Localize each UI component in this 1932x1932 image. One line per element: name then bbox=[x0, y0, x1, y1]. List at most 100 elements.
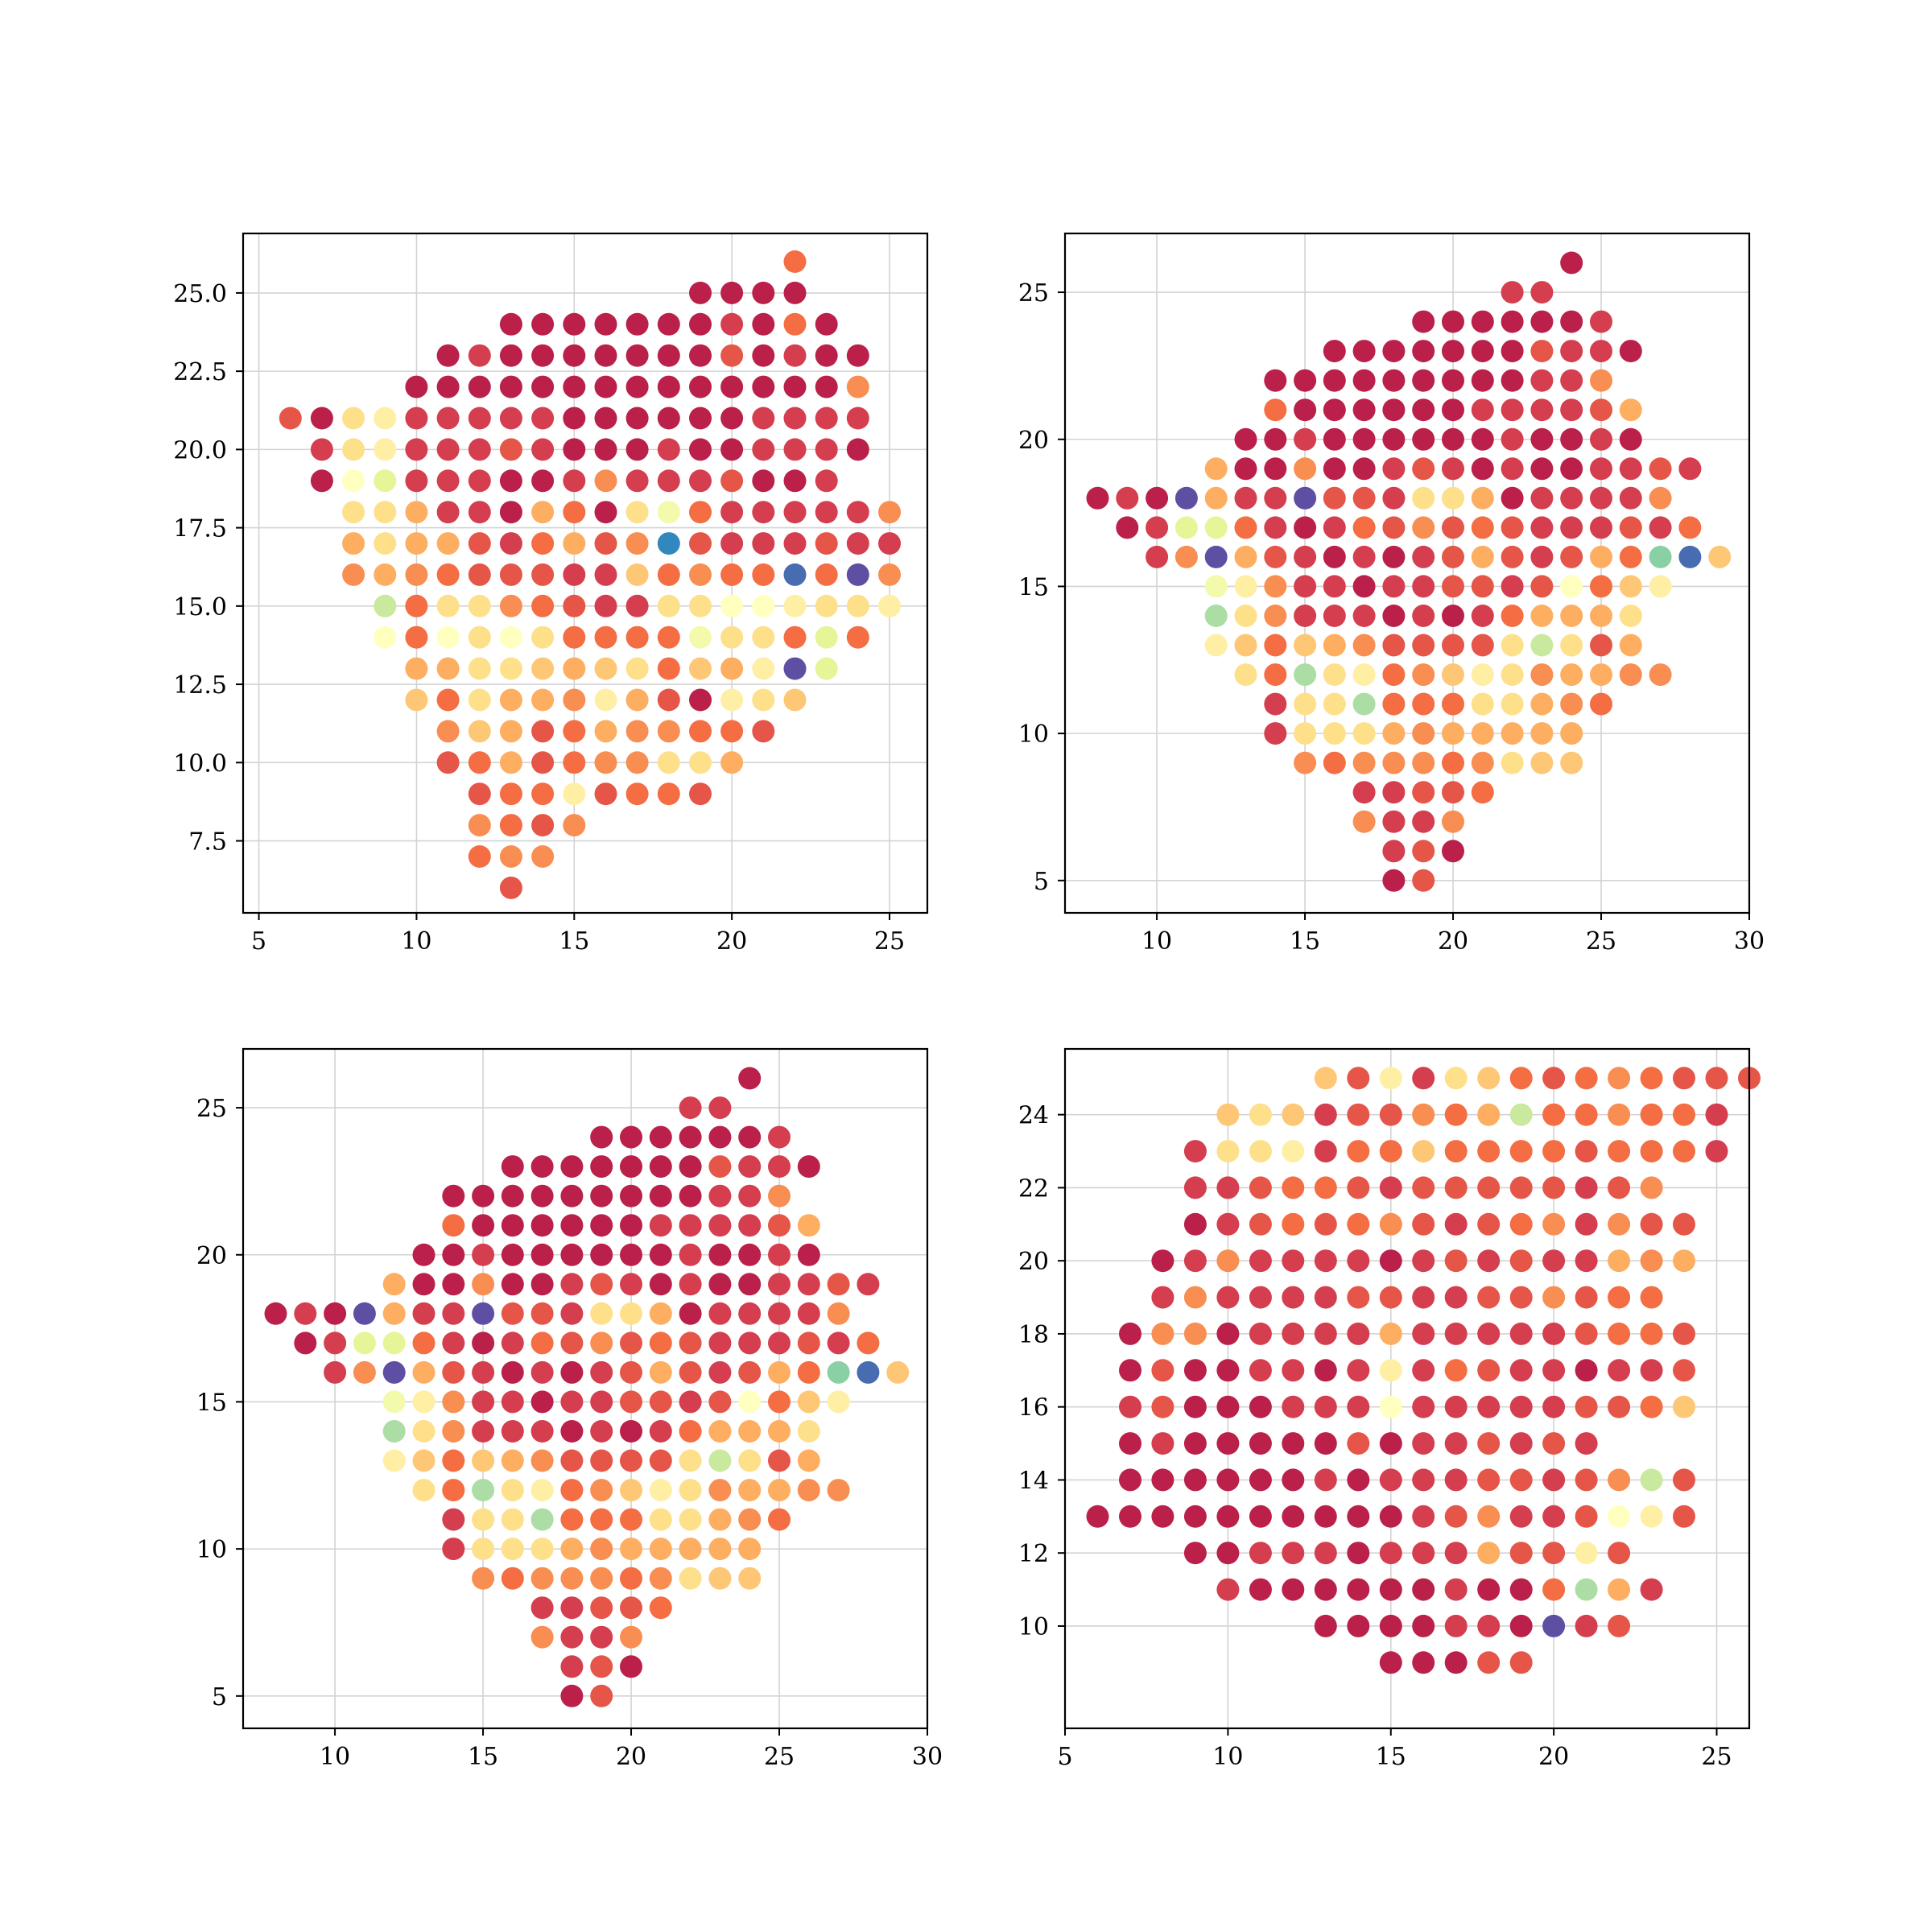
axes-frame bbox=[242, 232, 929, 914]
scatter-point bbox=[382, 1420, 406, 1443]
scatter-point bbox=[1608, 1614, 1631, 1637]
scatter-point bbox=[1477, 1359, 1501, 1382]
scatter-point bbox=[1477, 1140, 1501, 1163]
scatter-point bbox=[679, 1331, 702, 1355]
y-tick-label: 18 bbox=[1018, 1321, 1049, 1349]
scatter-point bbox=[1673, 1212, 1695, 1236]
scatter-point bbox=[1382, 605, 1406, 627]
scatter-point bbox=[1509, 1542, 1533, 1565]
scatter-point bbox=[620, 1331, 642, 1355]
scatter-point bbox=[797, 1449, 820, 1472]
scatter-point bbox=[720, 407, 744, 430]
scatter-point bbox=[1352, 634, 1376, 657]
scatter-point bbox=[1379, 1067, 1402, 1090]
scatter-point bbox=[560, 1420, 584, 1443]
scatter-point bbox=[1412, 1578, 1435, 1601]
scatter-point bbox=[1216, 1468, 1240, 1492]
scatter-point bbox=[442, 1538, 465, 1561]
scatter-point bbox=[531, 625, 555, 649]
scatter-point bbox=[679, 1508, 702, 1531]
scatter-point bbox=[1509, 1468, 1533, 1492]
scatter-point bbox=[625, 657, 649, 680]
scatter-point bbox=[1412, 1103, 1435, 1126]
scatter-point bbox=[1249, 1322, 1272, 1345]
scatter-point bbox=[1204, 575, 1228, 598]
scatter-point bbox=[1444, 1249, 1468, 1273]
scatter-point bbox=[1379, 1212, 1402, 1236]
scatter-point bbox=[1412, 1651, 1435, 1674]
scatter-point bbox=[649, 1596, 672, 1620]
scatter-point bbox=[797, 1390, 820, 1414]
scatter-point bbox=[620, 1273, 642, 1296]
y-tick-label: 5 bbox=[1034, 868, 1049, 896]
scatter-point bbox=[1608, 1249, 1631, 1273]
scatter-point bbox=[1542, 1212, 1566, 1236]
scatter-point bbox=[720, 281, 744, 304]
scatter-point bbox=[1590, 398, 1612, 422]
scatter-point bbox=[649, 1538, 672, 1561]
scatter-point bbox=[1382, 457, 1406, 481]
scatter-point bbox=[1509, 1614, 1533, 1637]
scatter-point bbox=[1352, 398, 1376, 422]
scatter-point bbox=[649, 1125, 672, 1149]
scatter-point bbox=[1444, 1103, 1468, 1126]
scatter-point bbox=[1249, 1286, 1272, 1309]
scatter-point bbox=[1119, 1468, 1141, 1492]
scatter-point bbox=[560, 1567, 584, 1590]
scatter-point bbox=[846, 375, 869, 398]
scatter-point bbox=[530, 1596, 554, 1620]
scatter-point bbox=[620, 1567, 642, 1590]
scatter-point bbox=[1501, 692, 1524, 716]
scatter-point bbox=[1678, 457, 1702, 481]
scatter-point bbox=[649, 1214, 672, 1237]
scatter-point bbox=[1471, 340, 1494, 363]
scatter-point bbox=[679, 1125, 702, 1149]
scatter-point bbox=[1183, 1542, 1207, 1565]
scatter-point bbox=[1442, 634, 1464, 657]
scatter-point bbox=[560, 1479, 584, 1502]
scatter-point bbox=[530, 1390, 554, 1414]
scatter-point bbox=[878, 594, 901, 617]
scatter-point bbox=[1477, 1103, 1501, 1126]
scatter-point bbox=[815, 625, 838, 649]
scatter-point bbox=[720, 312, 744, 336]
scatter-point bbox=[738, 1184, 762, 1208]
scatter-point bbox=[815, 657, 838, 680]
scatter-point bbox=[1314, 1395, 1337, 1418]
scatter-point bbox=[720, 438, 744, 461]
scatter-point bbox=[1575, 1286, 1598, 1309]
scatter-point bbox=[1640, 1505, 1663, 1528]
scatter-point bbox=[1608, 1505, 1631, 1528]
scatter-point bbox=[1530, 575, 1554, 598]
scatter-point bbox=[1608, 1468, 1631, 1492]
scatter-point bbox=[412, 1302, 436, 1325]
scatter-point bbox=[1379, 1505, 1402, 1528]
scatter-point bbox=[1347, 1103, 1370, 1126]
scatter-point bbox=[625, 782, 649, 806]
scatter-point bbox=[1608, 1542, 1631, 1565]
scatter-point bbox=[1314, 1176, 1337, 1199]
scatter-point bbox=[1216, 1286, 1240, 1309]
scatter-point bbox=[1509, 1140, 1533, 1163]
scatter-point bbox=[1264, 369, 1287, 392]
scatter-point bbox=[689, 407, 712, 430]
scatter-point bbox=[324, 1360, 347, 1384]
scatter-point bbox=[1249, 1176, 1272, 1199]
scatter-point bbox=[752, 657, 775, 680]
scatter-point bbox=[1501, 516, 1524, 539]
scatter-point bbox=[1705, 1103, 1728, 1126]
scatter-point bbox=[1575, 1140, 1598, 1163]
scatter-point bbox=[1412, 369, 1435, 392]
scatter-point bbox=[1347, 1067, 1370, 1090]
scatter-point bbox=[1412, 1176, 1435, 1199]
scatter-point bbox=[768, 1214, 791, 1237]
scatter-point bbox=[689, 281, 712, 304]
scatter-point bbox=[382, 1273, 406, 1296]
scatter-point bbox=[374, 469, 397, 493]
scatter-point bbox=[649, 1302, 672, 1325]
x-tick-label: 30 bbox=[912, 1743, 943, 1771]
scatter-point bbox=[1352, 605, 1376, 627]
scatter-point bbox=[1412, 516, 1435, 539]
scatter-point bbox=[1442, 840, 1464, 863]
scatter-point bbox=[657, 625, 680, 649]
